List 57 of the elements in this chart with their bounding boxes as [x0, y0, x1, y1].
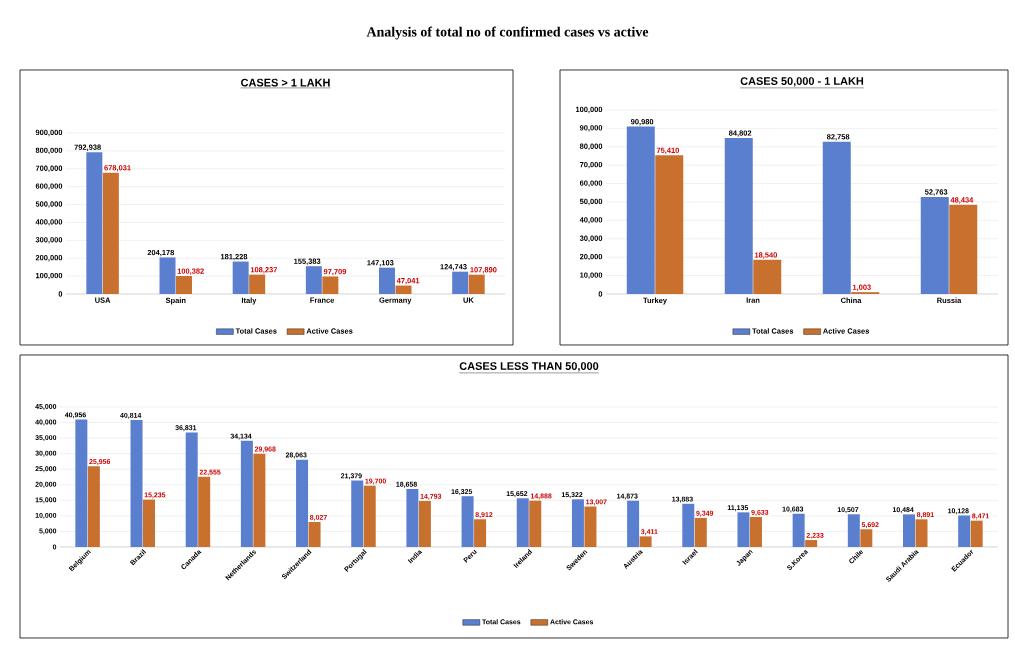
bar — [847, 514, 860, 547]
bar — [529, 500, 542, 547]
bar — [903, 514, 915, 547]
bar — [143, 499, 156, 547]
bar — [915, 519, 928, 547]
bar — [232, 261, 249, 294]
bar — [296, 459, 309, 547]
bar — [253, 453, 266, 547]
bar — [468, 274, 485, 294]
bar — [626, 126, 655, 294]
bar — [102, 172, 119, 294]
bar — [159, 257, 176, 294]
bar — [249, 274, 266, 294]
bar — [737, 512, 750, 547]
bar — [461, 496, 474, 547]
chart-title: CASES > 1 LAKH — [241, 78, 330, 87]
bar — [418, 500, 431, 547]
text: Analysis of total no of confirmed cases vs active — [366, 26, 649, 40]
bar — [694, 517, 707, 547]
bar — [395, 285, 412, 294]
bar — [452, 271, 469, 294]
bar — [805, 540, 818, 547]
bar — [655, 155, 684, 294]
bar — [185, 432, 198, 547]
bar — [198, 476, 211, 547]
bar — [322, 276, 339, 294]
bar — [627, 500, 640, 547]
bar — [792, 513, 805, 547]
bar — [87, 466, 100, 547]
bar — [86, 152, 103, 294]
chart-title: CASES 50,000 - 1 LAKH — [740, 77, 864, 87]
bar — [958, 515, 971, 547]
bar — [753, 259, 782, 294]
bar — [749, 517, 762, 547]
bar — [379, 267, 396, 294]
bar — [639, 536, 652, 547]
bar — [240, 440, 253, 547]
bar — [75, 419, 88, 547]
bar — [130, 420, 143, 547]
bar — [516, 498, 529, 547]
bar — [584, 506, 597, 547]
bar — [724, 137, 753, 294]
bar — [305, 266, 322, 294]
bar — [822, 141, 851, 294]
bar — [176, 276, 193, 294]
bar — [474, 519, 487, 547]
bar — [308, 522, 321, 547]
bar — [970, 520, 983, 547]
bar — [406, 488, 419, 547]
chart-title: CASES LESS THAN 50,000 — [459, 362, 599, 372]
bar — [571, 499, 584, 547]
bar — [363, 485, 376, 547]
bar — [351, 480, 364, 547]
bar — [860, 529, 873, 547]
bar — [920, 196, 949, 294]
bar — [949, 204, 978, 294]
bar — [682, 503, 695, 547]
